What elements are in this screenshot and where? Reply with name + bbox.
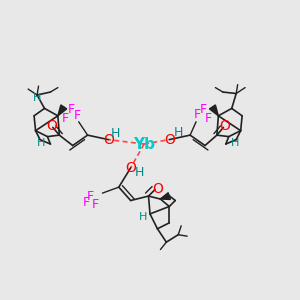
Polygon shape	[58, 105, 67, 116]
Text: H: H	[135, 166, 144, 179]
Text: F: F	[74, 109, 81, 122]
Text: Yb: Yb	[133, 136, 155, 152]
Text: F: F	[68, 103, 75, 116]
Text: O: O	[125, 161, 136, 175]
Text: O: O	[46, 119, 57, 133]
Text: H: H	[33, 93, 41, 103]
Text: O: O	[219, 119, 230, 133]
Text: H: H	[37, 138, 46, 148]
Text: H: H	[173, 126, 183, 139]
Text: F: F	[62, 112, 69, 125]
Text: F: F	[194, 108, 201, 121]
Text: H: H	[111, 127, 121, 140]
Text: F: F	[82, 196, 90, 208]
Text: F: F	[204, 112, 211, 125]
Text: O: O	[164, 133, 175, 147]
Text: O: O	[103, 133, 114, 147]
Text: O: O	[152, 182, 163, 196]
Polygon shape	[209, 105, 218, 116]
Text: F: F	[200, 103, 207, 116]
Text: H: H	[138, 212, 147, 222]
Text: F: F	[92, 199, 99, 212]
Text: F: F	[87, 190, 94, 202]
Text: H: H	[230, 138, 239, 148]
Polygon shape	[160, 193, 170, 200]
